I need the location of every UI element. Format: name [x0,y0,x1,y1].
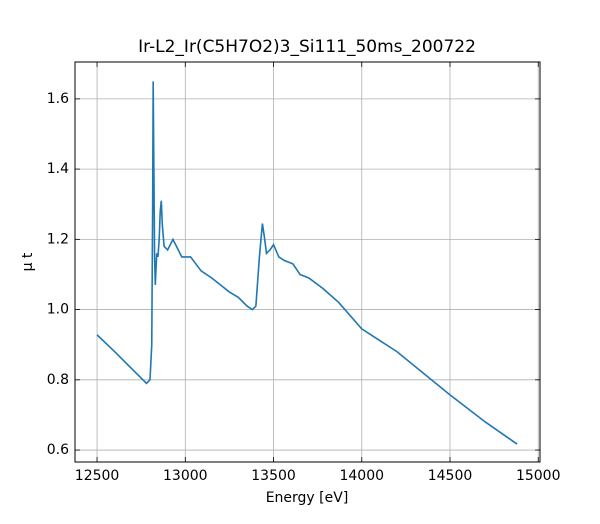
y-tick-label: 0.6 [47,442,69,458]
y-tick-label: 1.6 [47,91,69,107]
plot-frame [74,61,541,463]
x-tick-label: 12500 [75,468,120,484]
x-tick-label: 14500 [428,468,473,484]
chart-title: Ir-L2_Ir(C5H7O2)3_Si111_50ms_200722 [138,37,476,57]
x-tick-label: 15000 [516,468,561,484]
x-tick-label: 13000 [163,468,208,484]
y-tick-label: 1.2 [47,231,69,247]
x-tick-label: 14000 [339,468,384,484]
y-axis-label: μ t [20,252,36,271]
data-line [96,81,518,445]
y-tick-label: 1.4 [47,161,69,177]
x-tick-label: 13500 [251,468,296,484]
y-tick-label: 0.8 [47,372,69,388]
x-axis-label: Energy [eV] [266,490,349,506]
y-tick-label: 1.0 [47,302,69,318]
